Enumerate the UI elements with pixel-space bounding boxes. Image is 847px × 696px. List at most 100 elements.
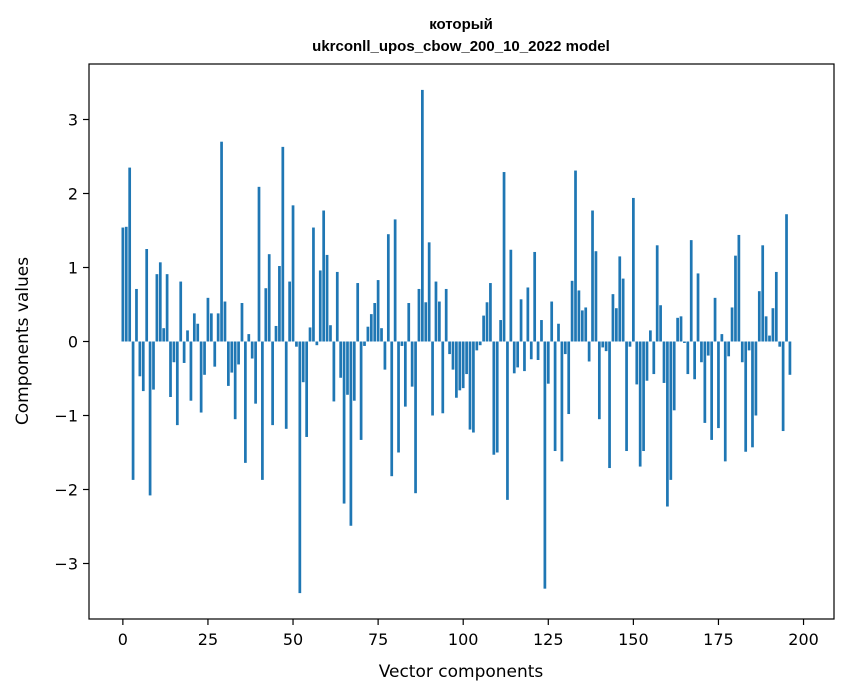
bar-72 [366, 326, 370, 342]
bar-31 [227, 341, 230, 386]
bar-191 [771, 308, 775, 342]
bar-70 [359, 341, 363, 440]
bar-117 [519, 299, 523, 342]
x-tick-label: 175 [703, 630, 734, 649]
bar-71 [363, 341, 366, 346]
bar-43 [267, 254, 271, 342]
bar-14 [169, 341, 172, 397]
bar-190 [768, 335, 771, 342]
bar-97 [451, 341, 455, 370]
bar-171 [703, 341, 707, 423]
bar-73 [369, 314, 373, 342]
bar-173 [710, 341, 714, 440]
bar-28 [216, 313, 220, 342]
bar-150 [632, 197, 635, 342]
bar-167 [689, 240, 693, 342]
x-tick-label: 100 [448, 630, 479, 649]
bar-46 [278, 266, 281, 342]
bar-56 [312, 227, 315, 342]
bar-132 [570, 280, 574, 342]
bar-64 [339, 341, 343, 378]
bar-88 [420, 89, 424, 342]
bar-180 [734, 255, 737, 342]
bar-51 [295, 341, 298, 347]
bar-154 [645, 341, 649, 381]
x-tick-label: 75 [368, 630, 388, 649]
bar-81 [397, 341, 400, 453]
bar-138 [591, 210, 594, 342]
bar-124 [543, 341, 547, 589]
bar-55 [308, 327, 312, 342]
bar-42 [264, 288, 268, 342]
bar-39 [254, 341, 257, 404]
bar-30 [223, 301, 227, 342]
bar-123 [540, 320, 543, 342]
bar-33 [233, 341, 237, 420]
bar-27 [213, 341, 217, 367]
y-tick-label: 0 [68, 333, 78, 352]
bar-9 [152, 341, 155, 390]
bar-24 [203, 341, 206, 375]
bar-101 [465, 341, 468, 375]
x-axis-ticks: 0 25 50 75 100 125 150 175 200 [118, 619, 819, 649]
bar-86 [414, 341, 417, 494]
bar-74 [373, 303, 377, 342]
bar-89 [424, 302, 428, 342]
bar-18 [182, 341, 186, 363]
bar-49 [288, 281, 291, 342]
bar-21 [192, 313, 196, 342]
bar-5 [138, 341, 142, 377]
bar-45 [274, 325, 278, 342]
bar-152 [638, 341, 642, 467]
bar-176 [720, 334, 724, 342]
plot-frame [88, 63, 835, 620]
y-axis-ticks: −3 −2 −1 0 1 2 3 [54, 111, 89, 574]
bar-195 [785, 214, 788, 342]
bar-149 [628, 341, 632, 347]
bar-100 [461, 341, 465, 389]
bar-1 [124, 226, 128, 342]
bar-19 [186, 330, 189, 342]
bar-192 [774, 271, 778, 342]
bar-83 [403, 341, 407, 407]
bar-12 [162, 328, 166, 342]
y-axis-label: Components values [13, 257, 33, 425]
bar-44 [271, 341, 274, 426]
bar-118 [523, 341, 526, 372]
bar-168 [693, 341, 696, 380]
bar-87 [417, 288, 421, 342]
bar-161 [669, 341, 673, 480]
bar-115 [512, 341, 516, 374]
x-tick-label: 50 [283, 630, 303, 649]
bar-134 [577, 290, 581, 342]
bar-174 [713, 297, 717, 342]
bar-164 [679, 316, 683, 342]
bar-181 [737, 234, 741, 342]
bar-0 [121, 227, 125, 342]
bar-155 [649, 330, 652, 342]
bar-16 [175, 341, 179, 426]
bar-106 [482, 315, 485, 342]
bar-142 [604, 341, 608, 352]
bar-185 [751, 341, 754, 448]
bar-182 [740, 341, 744, 363]
bar-178 [727, 341, 731, 357]
bar-119 [526, 287, 530, 342]
bar-159 [662, 341, 666, 383]
bar-66 [346, 341, 349, 395]
bar-62 [332, 341, 336, 402]
bar-96 [448, 341, 451, 355]
y-tick-label: 2 [68, 185, 78, 204]
bar-82 [400, 341, 404, 346]
bar-92 [434, 281, 438, 342]
bar-65 [342, 341, 346, 504]
bar-25 [206, 297, 210, 342]
bar-144 [611, 294, 615, 342]
bar-179 [730, 307, 734, 342]
bar-139 [594, 251, 598, 342]
bar-108 [489, 283, 492, 342]
bar-60 [325, 254, 329, 342]
bar-99 [458, 341, 462, 391]
y-tick-label: 3 [68, 111, 78, 130]
